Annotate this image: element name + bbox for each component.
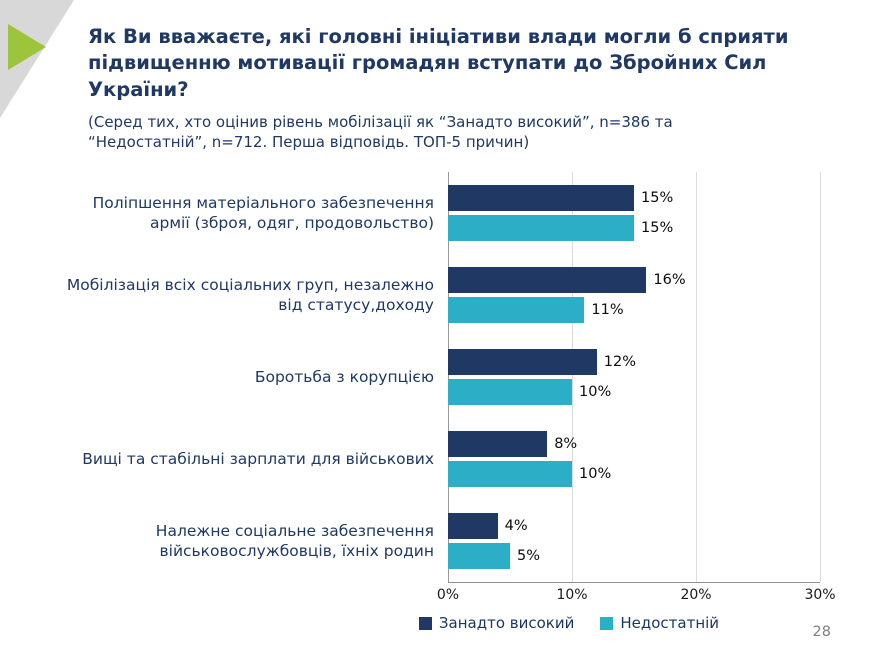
category-label: Належне соціальне забезпечення військово… — [155, 521, 434, 560]
bar-value-label: 8% — [554, 436, 578, 452]
bar-group: 12% 10% — [448, 349, 820, 405]
chart-row: Поліпшення матеріального забезпечення ар… — [63, 172, 820, 254]
slide-title: Як Ви вважаєте, які головні ініціативи в… — [88, 25, 789, 101]
bar-line: 12% — [448, 349, 820, 375]
legend-swatch — [600, 616, 614, 630]
slide-subtitle: (Серед тих, хто оцінив рівень мобілізаці… — [88, 112, 673, 152]
category-label: Мобілізація всіх соціальних груп, незале… — [66, 275, 434, 314]
y-axis-line — [448, 172, 449, 582]
category-label: Вищі та стабільні зарплати для військови… — [82, 449, 434, 468]
bar-line: 15% — [448, 185, 820, 211]
gridline — [572, 172, 573, 582]
bar-series-2 — [448, 379, 572, 405]
legend-swatch — [418, 616, 432, 630]
bar-group: 15% 15% — [448, 185, 820, 241]
plot-area: Поліпшення матеріального забезпечення ар… — [63, 172, 821, 583]
chart-row: Боротьба з корупцією 12% 10% — [63, 336, 820, 418]
bar-line: 10% — [448, 461, 820, 487]
bar-line: 5% — [448, 543, 820, 569]
play-arrow-icon — [8, 24, 46, 70]
bar-group: 4% 5% — [448, 513, 820, 569]
gridlines — [448, 172, 821, 583]
bar-line: 10% — [448, 379, 820, 405]
bar-series-1 — [448, 349, 597, 375]
bar-series-1 — [448, 185, 634, 211]
bar-value-label: 5% — [517, 548, 541, 564]
bar-series-1 — [448, 267, 647, 293]
bar-value-label: 10% — [579, 466, 612, 482]
x-axis-ticks: 0% 10% 20% 30% — [437, 582, 836, 606]
legend-item: Недостатній — [600, 614, 719, 632]
bar-line: 8% — [448, 431, 820, 457]
bar-value-label: 12% — [603, 354, 637, 370]
corner-decoration — [0, 0, 80, 125]
x-tick-label: 10% — [556, 587, 588, 603]
bar-value-label: 4% — [504, 518, 528, 534]
chart-row: Мобілізація всіх соціальних груп, незале… — [63, 254, 820, 336]
legend-label: Занадто високий — [438, 614, 575, 632]
bar-series-2 — [448, 215, 634, 241]
slide-header: Як Ви вважаєте, які головні ініціативи в… — [88, 24, 800, 152]
bar-chart: Поліпшення матеріального забезпечення ар… — [63, 172, 836, 632]
bar-value-label: 15% — [641, 220, 674, 236]
x-tick-label: 0% — [436, 587, 460, 603]
bar-series-2 — [448, 297, 585, 323]
chart-row: Вищі та стабільні зарплати для військови… — [63, 418, 820, 500]
category-label: Поліпшення матеріального забезпечення ар… — [92, 193, 434, 232]
legend-item: Занадто високий — [418, 614, 575, 632]
bar-series-1 — [448, 431, 548, 457]
chart-row: Належне соціальне забезпечення військово… — [63, 500, 820, 582]
bar-series-1 — [448, 513, 498, 539]
bar-series-2 — [448, 461, 572, 487]
bar-value-label: 10% — [579, 384, 612, 400]
chart-rows: Поліпшення матеріального забезпечення ар… — [63, 172, 820, 582]
legend-label: Недостатній — [620, 614, 720, 632]
bar-value-label: 15% — [641, 190, 674, 206]
bar-group: 8% 10% — [448, 431, 820, 487]
legend: Занадто високий Недостатній — [383, 614, 755, 632]
gridline — [820, 172, 821, 582]
bar-line: 11% — [448, 297, 820, 323]
bar-value-label: 16% — [653, 272, 686, 288]
category-label: Боротьба з корупцією — [254, 367, 434, 386]
bar-group: 16% 11% — [448, 267, 820, 323]
bar-value-label: 11% — [591, 302, 624, 318]
bar-line: 16% — [448, 267, 820, 293]
gridline — [696, 172, 697, 582]
bar-line: 15% — [448, 215, 820, 241]
bar-line: 4% — [448, 513, 820, 539]
x-tick-label: 30% — [804, 587, 836, 603]
page-number: 28 — [812, 624, 831, 640]
bar-series-2 — [448, 543, 510, 569]
x-tick-label: 20% — [680, 587, 712, 603]
